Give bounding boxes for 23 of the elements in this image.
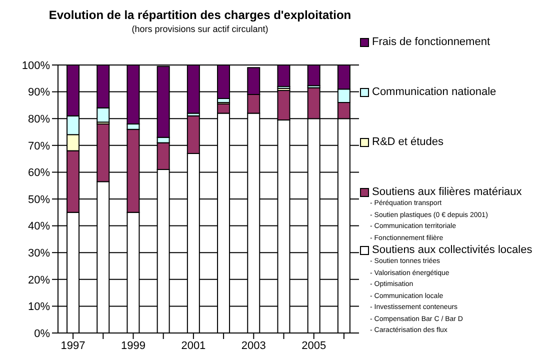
y-tick-label: 40% — [28, 220, 50, 233]
legend-label: Frais de fonctionnement — [372, 36, 490, 48]
x-tick-label: 2001 — [181, 340, 206, 352]
y-tick-label: 100% — [22, 60, 50, 72]
legend-label: Communication nationale — [372, 86, 496, 98]
y-tick-label: 30% — [28, 248, 50, 260]
x-tick-label: 1999 — [121, 340, 146, 352]
y-tick-label: 20% — [28, 274, 50, 286]
y-tick-label: 80% — [28, 114, 50, 126]
y-tick-label: 0% — [34, 328, 50, 340]
y-tick-label: 50% — [28, 194, 50, 206]
x-tick-label: 1997 — [60, 340, 86, 352]
x-tick-label: 2003 — [241, 340, 266, 352]
x-tick-label: 2005 — [302, 340, 326, 352]
legend-label: R&D et études — [372, 136, 444, 148]
legend-label: Soutiens aux filières matériaux — [372, 186, 522, 198]
chart-subtitle: (hors provisions sur actif circulant) — [130, 24, 270, 34]
y-tick-label: 90% — [28, 86, 50, 99]
y-tick-label: 10% — [28, 301, 50, 314]
legend-label: Soutiens aux collectivités locales — [372, 244, 532, 256]
chart-title: Evolution de la répartition des charges d'exploitation — [48, 8, 352, 22]
y-tick-label: 70% — [28, 140, 50, 152]
y-tick-label: 60% — [28, 167, 50, 180]
